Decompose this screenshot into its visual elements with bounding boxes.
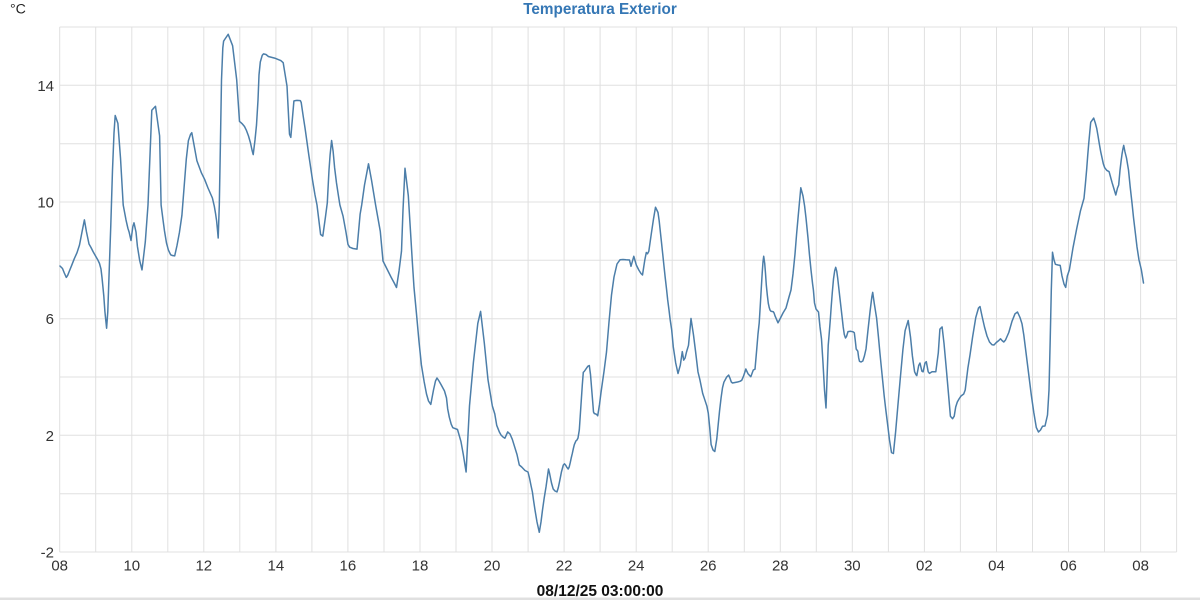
svg-text:08/12/25 03:00:00: 08/12/25 03:00:00: [537, 583, 664, 600]
svg-text:10: 10: [37, 195, 54, 212]
svg-text:06: 06: [1060, 558, 1077, 575]
svg-text:18: 18: [412, 558, 429, 575]
svg-text:26: 26: [700, 558, 717, 575]
svg-text:08: 08: [1132, 558, 1149, 575]
svg-text:14: 14: [268, 558, 285, 575]
svg-text:Temperatura Exterior: Temperatura Exterior: [523, 1, 677, 18]
svg-text:16: 16: [340, 558, 357, 575]
svg-text:20: 20: [484, 558, 501, 575]
svg-text:14: 14: [37, 78, 54, 95]
svg-text:04: 04: [988, 558, 1005, 575]
svg-text:28: 28: [772, 558, 789, 575]
svg-text:24: 24: [628, 558, 645, 575]
svg-text:08: 08: [51, 558, 68, 575]
svg-text:6: 6: [46, 311, 54, 328]
svg-text:30: 30: [844, 558, 861, 575]
svg-text:2: 2: [46, 428, 54, 445]
svg-text:22: 22: [556, 558, 573, 575]
svg-text:02: 02: [916, 558, 933, 575]
svg-text:12: 12: [195, 558, 212, 575]
svg-text:10: 10: [123, 558, 140, 575]
svg-text:°C: °C: [10, 2, 26, 18]
svg-text:-2: -2: [41, 545, 54, 562]
